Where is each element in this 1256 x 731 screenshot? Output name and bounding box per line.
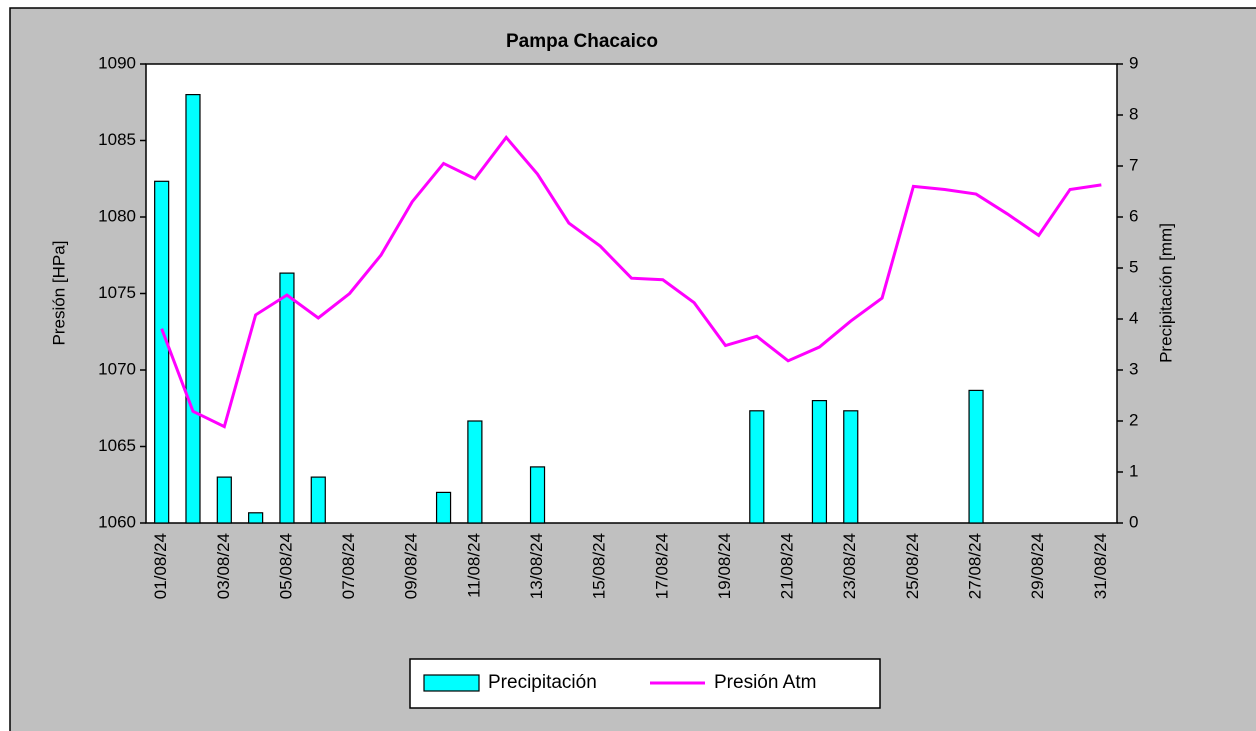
y-tick-label: 1085 (98, 130, 136, 149)
legend (409, 658, 881, 709)
bar (968, 389, 984, 524)
legend-label: Precipitación (488, 672, 597, 693)
y2-tick-label: 6 (1129, 206, 1138, 225)
x-tick-label: 15/08/24 (590, 533, 609, 599)
y-tick-label: 1070 (98, 359, 136, 378)
line (160, 135, 1102, 429)
x-tick-label: 25/08/24 (903, 533, 922, 599)
y-tick-label: 1090 (98, 53, 136, 72)
bar (310, 476, 326, 524)
y-axis-label: Presión [HPa] (49, 241, 68, 346)
x-tick-label: 17/08/24 (652, 533, 671, 599)
bar (843, 410, 859, 524)
x-tick-label: 01/08/24 (151, 533, 170, 599)
y2-tick-label: 0 (1129, 512, 1138, 531)
x-tick-label: 13/08/24 (527, 533, 546, 599)
bar (154, 180, 170, 524)
bar (749, 410, 765, 524)
bar (185, 93, 201, 524)
bar (248, 512, 264, 524)
y2-axis-label: Precipitación [mm] (1156, 223, 1175, 363)
y2-tick-label: 2 (1129, 410, 1138, 429)
bar (216, 476, 232, 524)
y-tick-label: 1080 (98, 206, 136, 225)
bar (529, 466, 546, 524)
x-tick-label: 07/08/24 (339, 533, 358, 599)
bar (435, 491, 452, 524)
y2-tick-label: 1 (1129, 461, 1138, 480)
legend-label: Presión Atm (714, 672, 816, 693)
y-tick-label: 1065 (98, 436, 136, 455)
y2-tick-label: 7 (1129, 155, 1138, 174)
chart-title: Pampa Chacaico (506, 31, 658, 52)
y2-tick-label: 5 (1129, 257, 1138, 276)
x-tick-label: 11/08/24 (464, 533, 483, 598)
x-tick-label: 03/08/24 (214, 533, 233, 599)
y-tick-label: 1075 (98, 283, 136, 302)
legend-swatch (423, 674, 480, 692)
x-tick-label: 19/08/24 (715, 533, 734, 599)
x-tick-label: 23/08/24 (840, 533, 859, 599)
x-tick-label: 27/08/24 (966, 533, 985, 599)
plot-area (145, 63, 1118, 524)
x-tick-label: 21/08/24 (778, 533, 797, 599)
y2-tick-label: 3 (1129, 359, 1138, 378)
x-tick-label: 29/08/24 (1028, 533, 1047, 599)
y2-tick-label: 4 (1129, 308, 1138, 327)
y2-tick-label: 9 (1129, 53, 1138, 72)
bar (467, 420, 483, 524)
x-tick-label: 09/08/24 (402, 533, 421, 599)
x-tick-label: 31/08/24 (1091, 533, 1110, 599)
bar (279, 272, 295, 524)
y2-tick-label: 8 (1129, 104, 1138, 123)
x-tick-label: 05/08/24 (276, 533, 295, 599)
bar (811, 400, 828, 524)
y-tick-label: 1060 (98, 512, 136, 531)
